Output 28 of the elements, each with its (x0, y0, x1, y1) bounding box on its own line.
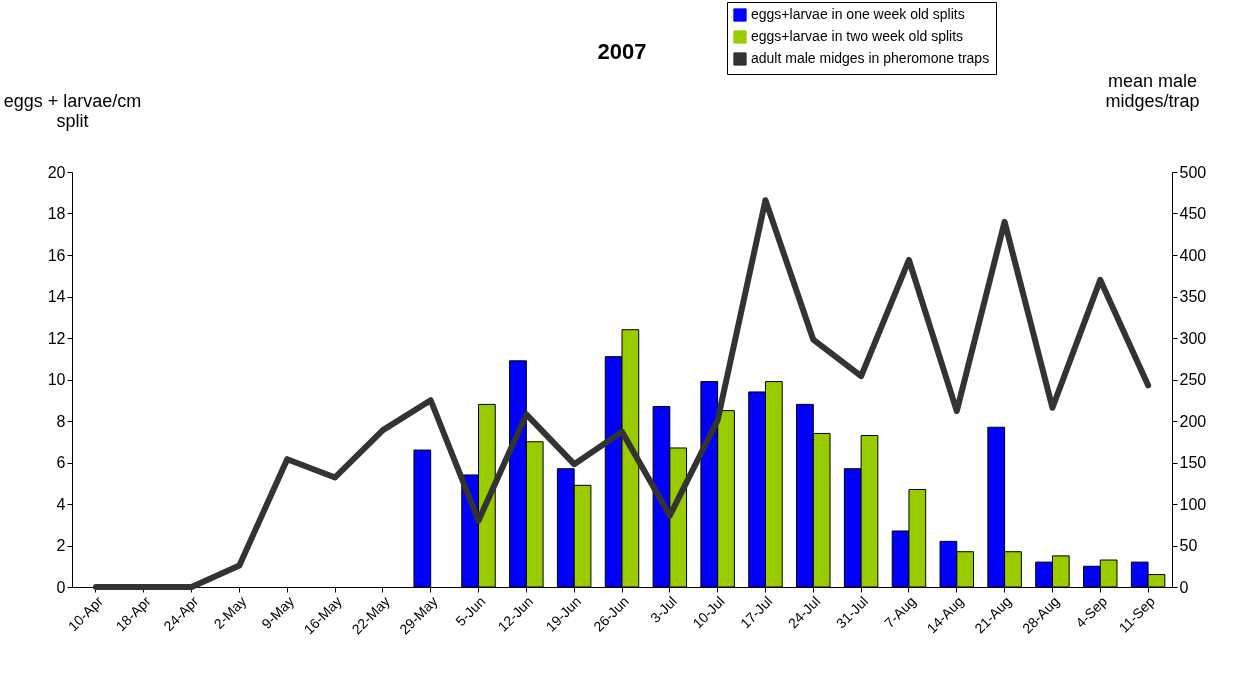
y-tick-label: 16 (47, 246, 66, 264)
y-tick-label: 4 (56, 495, 66, 513)
y2-tick-label: 100 (1179, 495, 1207, 513)
y-tick-label: 18 (47, 205, 66, 222)
chart-title: 2007 (597, 38, 647, 64)
y2-tick-label: 200 (1179, 412, 1207, 430)
y2-tick-label: 500 (1179, 163, 1207, 181)
legend-label: eggs+larvae in one week old splits (751, 6, 965, 22)
legend-label: eggs+larvae in two week old splits (751, 28, 964, 44)
y2-tick-label: 350 (1179, 288, 1207, 305)
y2-axis-title: mean male midges/trap (1105, 70, 1200, 111)
y-tick-label: 0 (56, 578, 66, 596)
y2-tick-label: 400 (1179, 246, 1207, 264)
y-axis-title: eggs + larvae/cm split (3, 90, 142, 131)
y2-tick-label: 50 (1179, 537, 1198, 554)
y-tick-label: 10 (47, 371, 66, 388)
y-tick-label: 2 (56, 537, 66, 554)
y-tick-label: 12 (47, 329, 66, 347)
y-tick-label: 20 (47, 163, 66, 181)
y-tick-label: 6 (56, 454, 66, 471)
y2-tick-label: 250 (1179, 371, 1207, 388)
y-tick-label: 14 (47, 288, 66, 305)
y2-tick-label: 0 (1179, 578, 1189, 596)
y-tick-label: 8 (56, 412, 66, 430)
legend-label: adult male midges in pheromone traps (751, 50, 990, 66)
y2-tick-label: 300 (1179, 329, 1207, 347)
y2-tick-label: 450 (1179, 205, 1207, 222)
y2-tick-label: 150 (1179, 454, 1207, 471)
